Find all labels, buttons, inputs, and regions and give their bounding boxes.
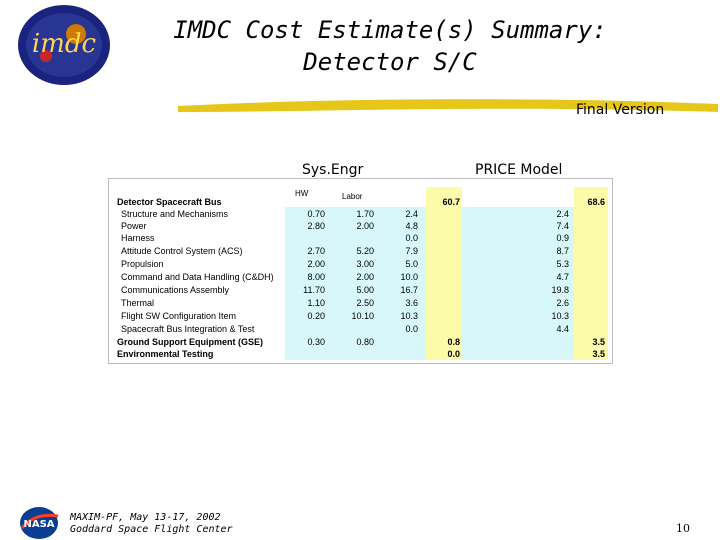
table-row-price: 2.4 [556,209,569,219]
table-row-label: Power [121,221,147,231]
table-row-label: Propulsion [121,259,164,269]
table-row-labor: 5.00 [356,285,374,295]
page-number: 10 [676,522,690,535]
env-testing-label: Environmental Testing [117,349,214,359]
labor-column-header: Labor [342,192,363,201]
table-row-sys: 2.4 [405,209,418,219]
highlight-swoosh [178,99,718,112]
env-price-total: 3.5 [592,349,605,359]
table-row-label: Spacecraft Bus Integration & Test [121,324,255,334]
table-row-price: 4.4 [556,324,569,334]
section-title: Detector Spacecraft Bus [117,197,222,207]
table-row-sys: 10.3 [400,311,418,321]
title-line-1: IMDC Cost Estimate(s) Summary: [173,16,607,44]
gse-label: Ground Support Equipment (GSE) [117,337,263,347]
sys-engr-shade [285,207,433,360]
title-line-2: Detector S/C [303,48,477,76]
table-row-label: Structure and Mechanisms [121,209,229,219]
table-row-sys: 16.7 [400,285,418,295]
gse-price-total: 3.5 [592,337,605,347]
imdc-logo-text: imdc [32,29,97,59]
table-row-labor: 10.10 [351,311,374,321]
table-row-hw: 11.70 [303,285,325,295]
table-row-label: Harness [121,233,155,243]
table-row-sys: 10.0 [400,272,418,282]
sys-engr-header: Sys.Engr [302,162,364,178]
price-total: 68.6 [587,197,605,207]
table-row-labor: 2.50 [356,298,374,308]
sys-total-column-shade [426,187,462,360]
table-row-label: Thermal [121,298,155,308]
table-row-labor: 2.00 [356,272,374,282]
price-total-column-shade [574,187,608,360]
table-row-hw: 8.00 [307,272,325,282]
table-row-labor: 5.20 [356,246,374,256]
table-row-price: 2.6 [556,298,569,308]
table-row-label: Flight SW Configuration Item [121,311,237,321]
table-row-sys: 4.8 [405,221,418,231]
table-row-price: 7.4 [556,221,569,231]
footer-text: MAXIM-PF, May 13-17, 2002 Goddard Space … [70,512,233,536]
table-row-hw: 1.10 [307,298,325,308]
table-row-label: Attitude Control System (ACS) [121,246,243,256]
table-row-sys: 0.0 [405,324,418,334]
table-row-price: 4.7 [556,272,569,282]
gse-hw: 0.30 [307,337,325,347]
hw-column-header: HW [295,189,309,198]
price-model-header: PRICE Model [475,162,563,178]
table-row-hw: 0.20 [307,311,325,321]
table-row-label: Communications Assembly [121,285,230,295]
table-row-hw: 0.70 [307,209,325,219]
table-row-hw: 2.00 [307,259,325,269]
imdc-logo: imdc [18,5,110,85]
cost-table: HW Labor Detector Spacecraft Bus 60.7 68… [108,178,613,364]
env-sys-total: 0.0 [447,349,460,359]
nasa-logo: NASA [20,507,59,539]
table-row-sys: 5.0 [405,259,418,269]
table-row-labor: 3.00 [356,259,374,269]
slide-title: IMDC Cost Estimate(s) Summary: Detector … [120,14,660,78]
table-row-labor: 1.70 [356,209,374,219]
gse-sys-total: 0.8 [447,337,460,347]
table-row-sys: 0.0 [405,233,418,243]
table-row-price: 0.9 [556,233,569,243]
table-row-label: Command and Data Handling (C&DH) [121,272,274,282]
footer-line-1: MAXIM-PF, May 13-17, 2002 [70,512,221,523]
table-row-sys: 7.9 [405,246,418,256]
table-row-price: 10.3 [551,311,569,321]
table-row-hw: 2.70 [307,246,325,256]
final-version-label: Final Version [576,102,665,118]
nasa-logo-text: NASA [23,519,54,530]
sys-total: 60.7 [442,197,460,207]
table-row-price: 5.3 [556,259,569,269]
table-row-sys: 3.6 [405,298,418,308]
table-row-hw: 2.80 [307,221,325,231]
gse-labor: 0.80 [356,337,374,347]
footer-line-2: Goddard Space Flight Center [70,524,233,535]
table-row-price: 8.7 [556,246,569,256]
table-row-labor: 2.00 [356,221,374,231]
table-row-price: 19.8 [551,285,569,295]
